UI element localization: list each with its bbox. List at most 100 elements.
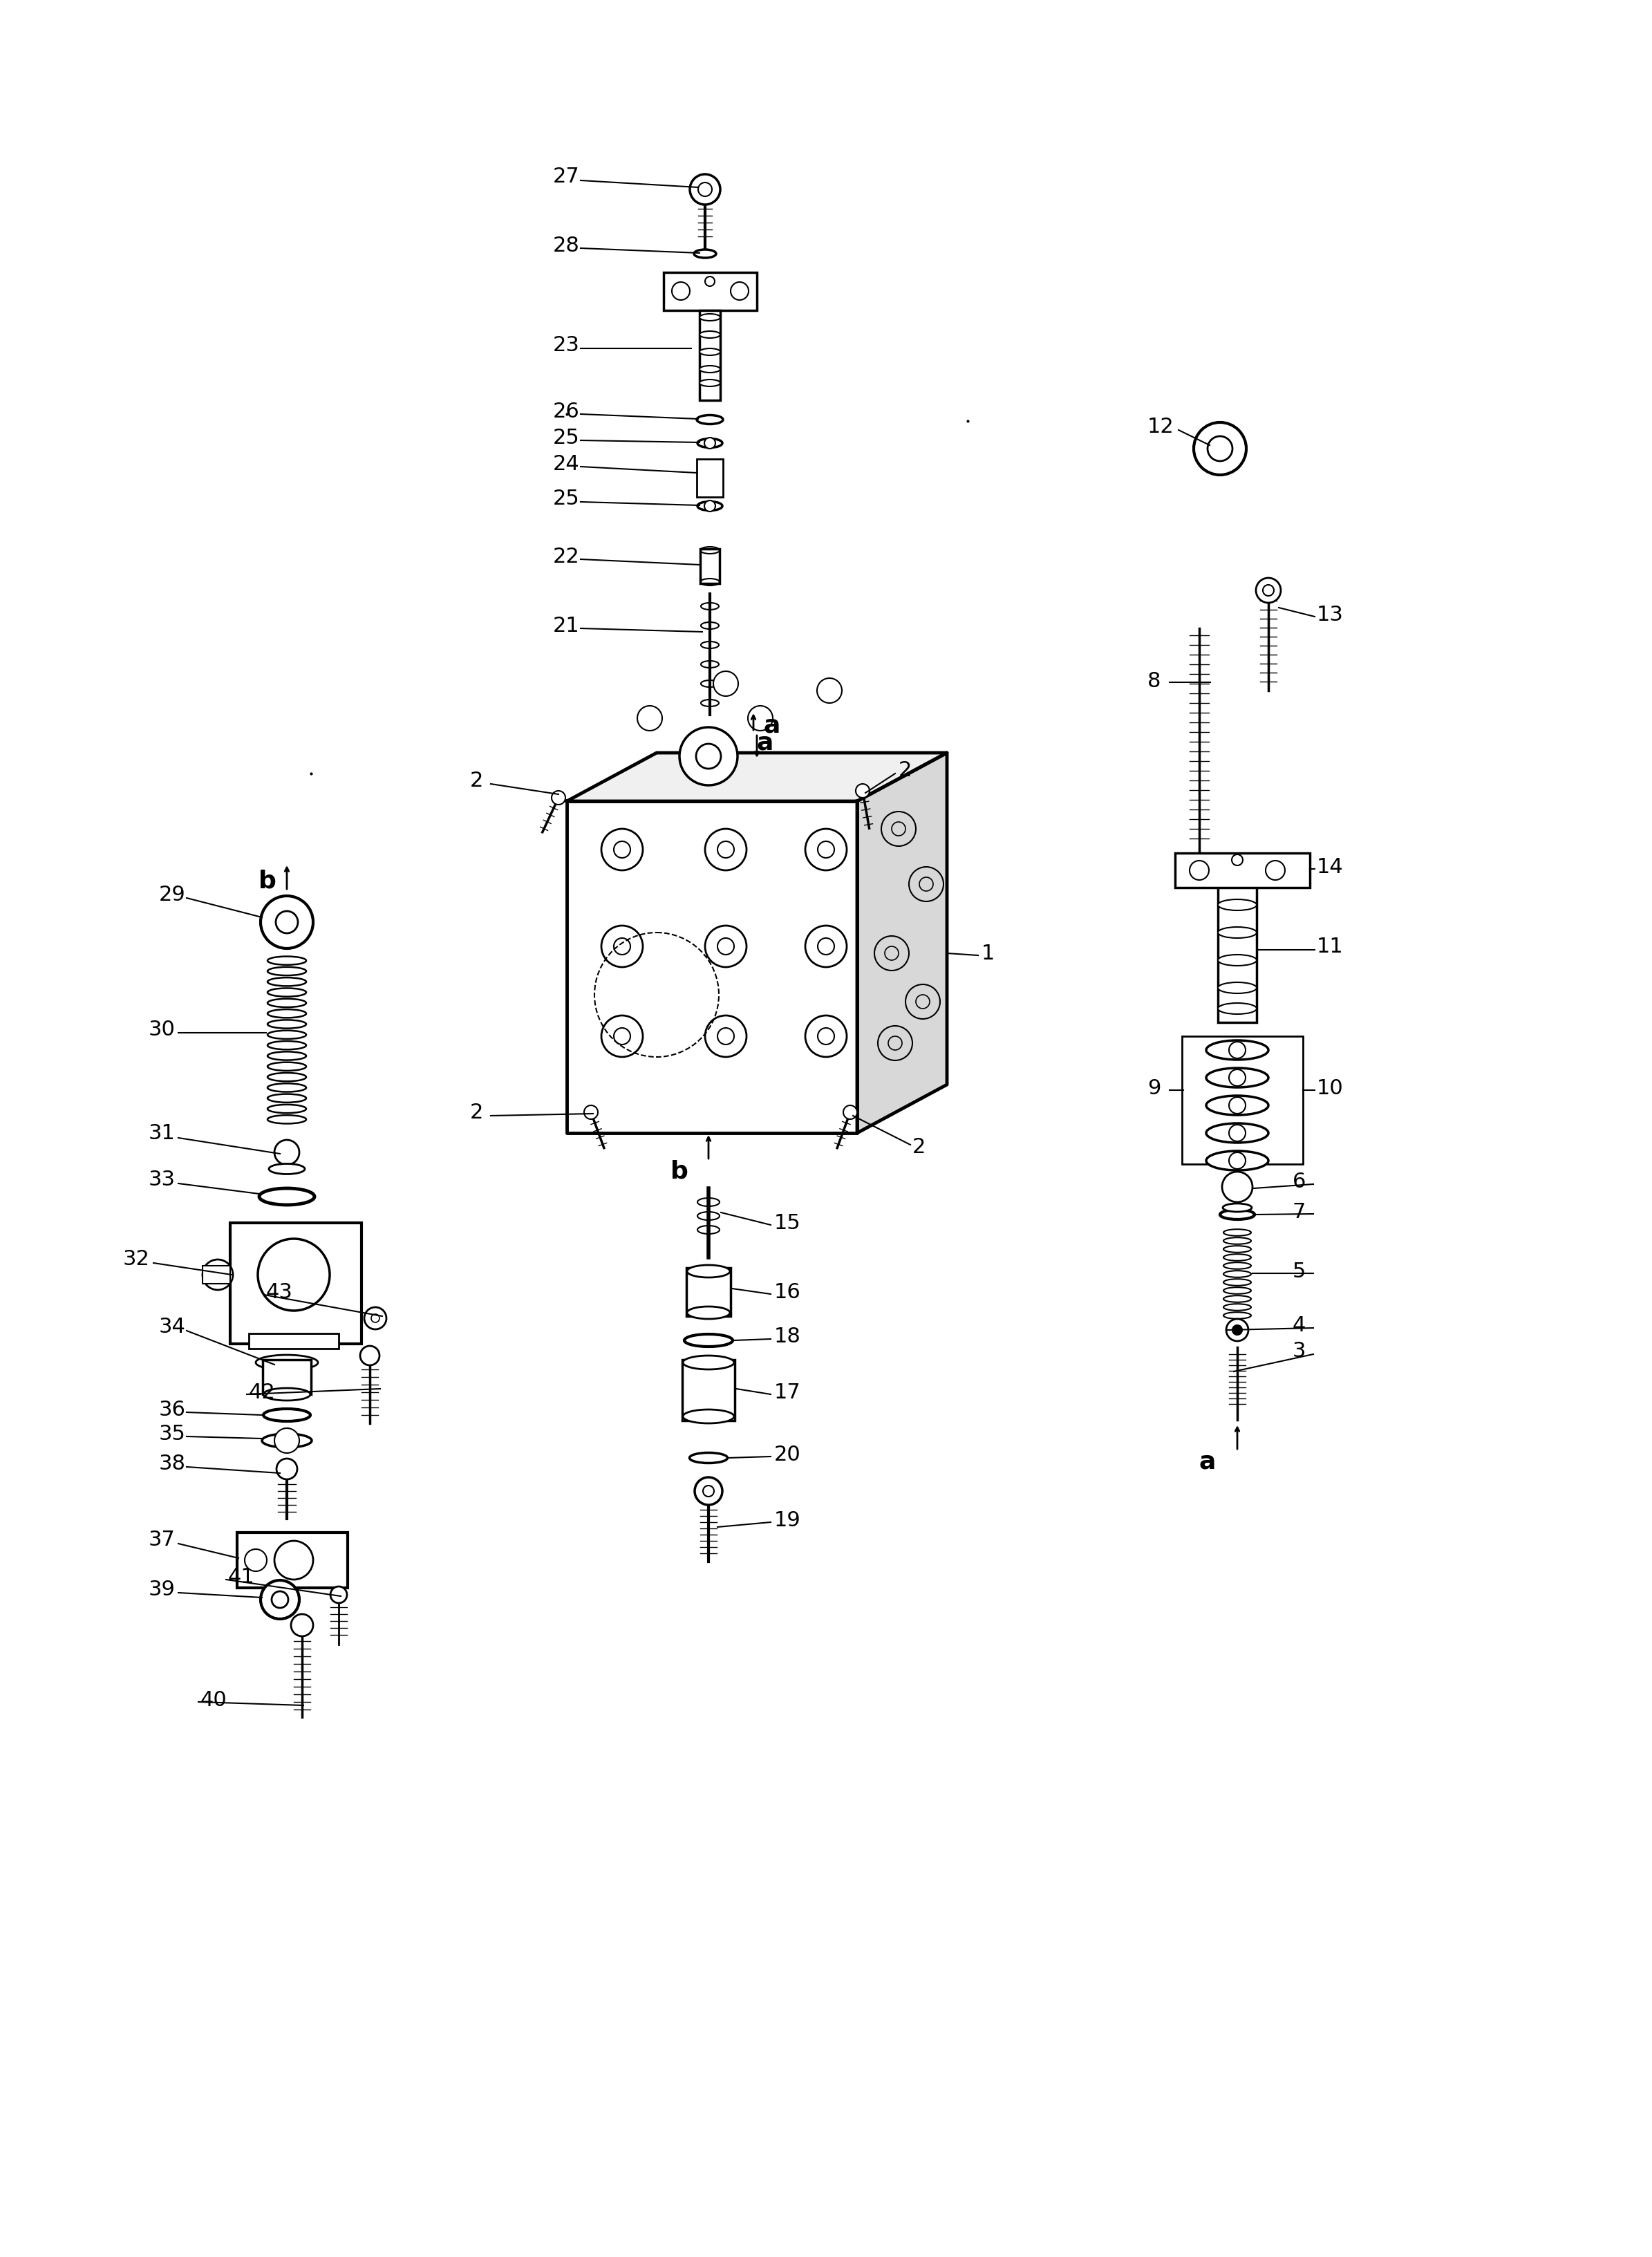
Circle shape bbox=[1208, 438, 1232, 463]
Circle shape bbox=[877, 1027, 912, 1061]
Circle shape bbox=[704, 438, 715, 449]
Text: b: b bbox=[259, 869, 276, 894]
Ellipse shape bbox=[1218, 982, 1257, 993]
Circle shape bbox=[874, 937, 909, 971]
Text: 39: 39 bbox=[149, 1580, 175, 1600]
Circle shape bbox=[1256, 578, 1280, 603]
Text: 42: 42 bbox=[249, 1384, 276, 1402]
Circle shape bbox=[885, 946, 899, 961]
Text: 2: 2 bbox=[471, 1104, 484, 1122]
Circle shape bbox=[905, 984, 940, 1020]
Circle shape bbox=[1262, 585, 1274, 596]
Text: 34: 34 bbox=[159, 1316, 187, 1336]
Ellipse shape bbox=[1206, 1097, 1269, 1115]
Polygon shape bbox=[567, 801, 857, 1133]
Circle shape bbox=[1229, 1043, 1246, 1059]
Ellipse shape bbox=[1218, 901, 1257, 912]
Circle shape bbox=[717, 939, 733, 955]
Text: a: a bbox=[757, 731, 773, 754]
Circle shape bbox=[672, 282, 691, 300]
Circle shape bbox=[261, 1580, 299, 1618]
Text: 26: 26 bbox=[553, 402, 580, 422]
Circle shape bbox=[615, 1029, 631, 1045]
Text: 12: 12 bbox=[1148, 418, 1175, 438]
Circle shape bbox=[818, 939, 834, 955]
Circle shape bbox=[615, 842, 631, 858]
Bar bbox=[1175, 853, 1310, 887]
Ellipse shape bbox=[687, 1266, 730, 1277]
Circle shape bbox=[704, 1485, 714, 1496]
Circle shape bbox=[843, 1106, 857, 1119]
Text: 43: 43 bbox=[266, 1282, 292, 1302]
Text: 1: 1 bbox=[981, 943, 995, 964]
Circle shape bbox=[615, 939, 631, 955]
Ellipse shape bbox=[1206, 1068, 1269, 1088]
Text: 11: 11 bbox=[1317, 937, 1343, 957]
Ellipse shape bbox=[1218, 928, 1257, 939]
Circle shape bbox=[915, 995, 930, 1009]
Text: 32: 32 bbox=[122, 1248, 150, 1268]
Circle shape bbox=[1222, 1171, 1252, 1203]
Circle shape bbox=[291, 1614, 314, 1636]
Circle shape bbox=[695, 745, 720, 770]
Text: 20: 20 bbox=[775, 1444, 801, 1465]
Circle shape bbox=[881, 813, 915, 846]
Text: 6: 6 bbox=[1292, 1171, 1307, 1192]
Ellipse shape bbox=[1206, 1124, 1269, 1142]
Text: 17: 17 bbox=[775, 1384, 801, 1402]
Ellipse shape bbox=[699, 379, 720, 386]
Circle shape bbox=[919, 878, 933, 892]
Circle shape bbox=[274, 1429, 299, 1454]
Ellipse shape bbox=[682, 1356, 733, 1370]
Circle shape bbox=[705, 1016, 747, 1056]
Text: 33: 33 bbox=[149, 1169, 175, 1189]
Text: 16: 16 bbox=[775, 1282, 801, 1302]
Ellipse shape bbox=[682, 1411, 733, 1424]
Circle shape bbox=[717, 842, 733, 858]
Text: 35: 35 bbox=[159, 1424, 187, 1444]
Circle shape bbox=[1229, 1124, 1246, 1142]
Circle shape bbox=[892, 822, 905, 835]
Circle shape bbox=[1232, 855, 1242, 867]
Bar bbox=[238, 1533, 347, 1589]
Circle shape bbox=[365, 1307, 387, 1329]
Text: 28: 28 bbox=[553, 235, 580, 255]
Text: 2: 2 bbox=[912, 1138, 925, 1158]
Circle shape bbox=[805, 925, 847, 968]
Text: 18: 18 bbox=[775, 1327, 801, 1347]
Circle shape bbox=[730, 282, 748, 300]
Text: 2: 2 bbox=[899, 761, 912, 781]
Ellipse shape bbox=[263, 1433, 312, 1447]
Circle shape bbox=[1194, 422, 1246, 476]
Circle shape bbox=[601, 1016, 643, 1056]
Ellipse shape bbox=[699, 366, 720, 372]
Text: 30: 30 bbox=[149, 1020, 175, 1040]
Bar bbox=[699, 311, 720, 402]
Circle shape bbox=[276, 1458, 297, 1481]
Text: 13: 13 bbox=[1317, 605, 1343, 625]
Ellipse shape bbox=[687, 1307, 730, 1320]
Text: 38: 38 bbox=[159, 1454, 187, 1474]
Circle shape bbox=[601, 925, 643, 968]
Circle shape bbox=[705, 828, 747, 871]
Circle shape bbox=[856, 785, 869, 799]
Circle shape bbox=[244, 1548, 268, 1571]
Circle shape bbox=[203, 1259, 233, 1291]
Text: 24: 24 bbox=[553, 454, 580, 474]
Circle shape bbox=[714, 673, 738, 697]
Ellipse shape bbox=[1218, 1004, 1257, 1013]
Circle shape bbox=[818, 1029, 834, 1045]
Circle shape bbox=[1229, 1097, 1246, 1115]
Circle shape bbox=[271, 1591, 287, 1607]
Ellipse shape bbox=[256, 1354, 317, 1370]
Bar bbox=[697, 460, 724, 497]
Text: 9: 9 bbox=[1148, 1079, 1161, 1099]
Circle shape bbox=[705, 278, 715, 287]
Text: 15: 15 bbox=[775, 1214, 801, 1232]
Circle shape bbox=[330, 1587, 347, 1602]
Circle shape bbox=[276, 912, 297, 934]
Circle shape bbox=[585, 1106, 598, 1119]
Text: 22: 22 bbox=[553, 546, 580, 567]
Circle shape bbox=[274, 1140, 299, 1165]
Circle shape bbox=[1189, 862, 1209, 880]
